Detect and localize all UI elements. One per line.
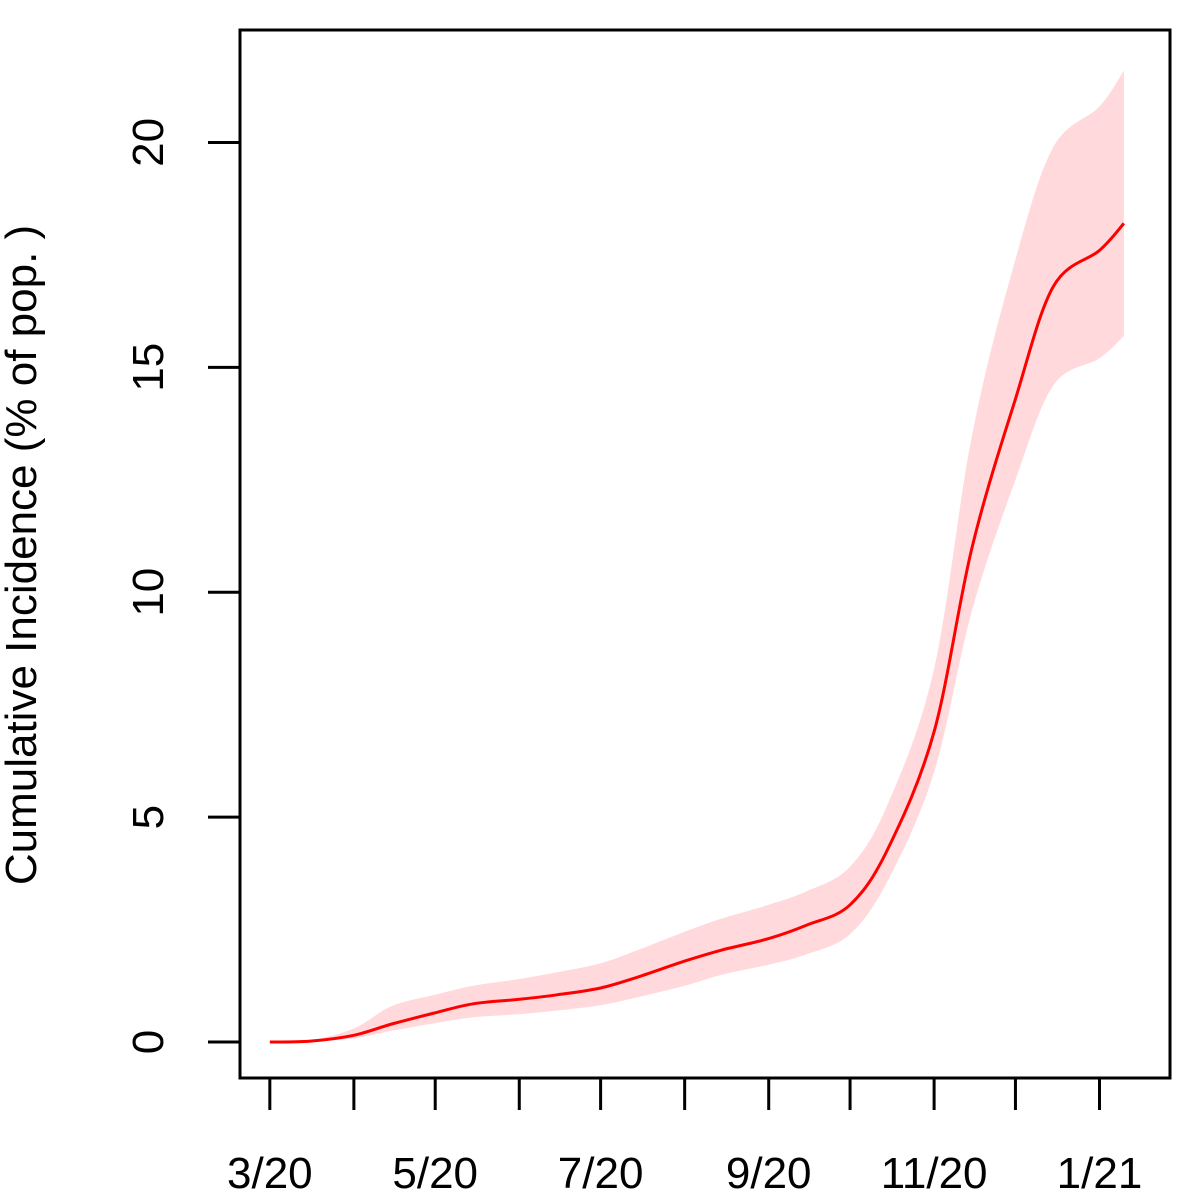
y-tick-label: 10 [124,568,173,617]
x-tick-label: 3/20 [227,1149,313,1198]
y-axis: 0 5 10 15 20 [124,118,242,1054]
x-tick-label: 5/20 [392,1149,478,1198]
y-axis-title: Cumulative Incidence (% of pop. ) [0,225,46,885]
y-tick-label: 5 [124,805,173,829]
x-tick-label: 9/20 [726,1149,812,1198]
series-line [269,222,1126,1044]
y-tick-label: 0 [124,1030,173,1054]
y-tick-label: 20 [124,118,173,167]
confidence-band [269,70,1124,1042]
plot-frame [238,28,1172,1080]
x-tick-label: 7/20 [558,1149,644,1198]
y-tick-label: 15 [124,343,173,392]
x-tick-label: 11/20 [881,1149,988,1198]
x-tick-label: 1/21 [1057,1149,1143,1198]
x-axis: 3/20 5/20 7/20 9/20 11/20 1/21 [227,1076,1143,1198]
